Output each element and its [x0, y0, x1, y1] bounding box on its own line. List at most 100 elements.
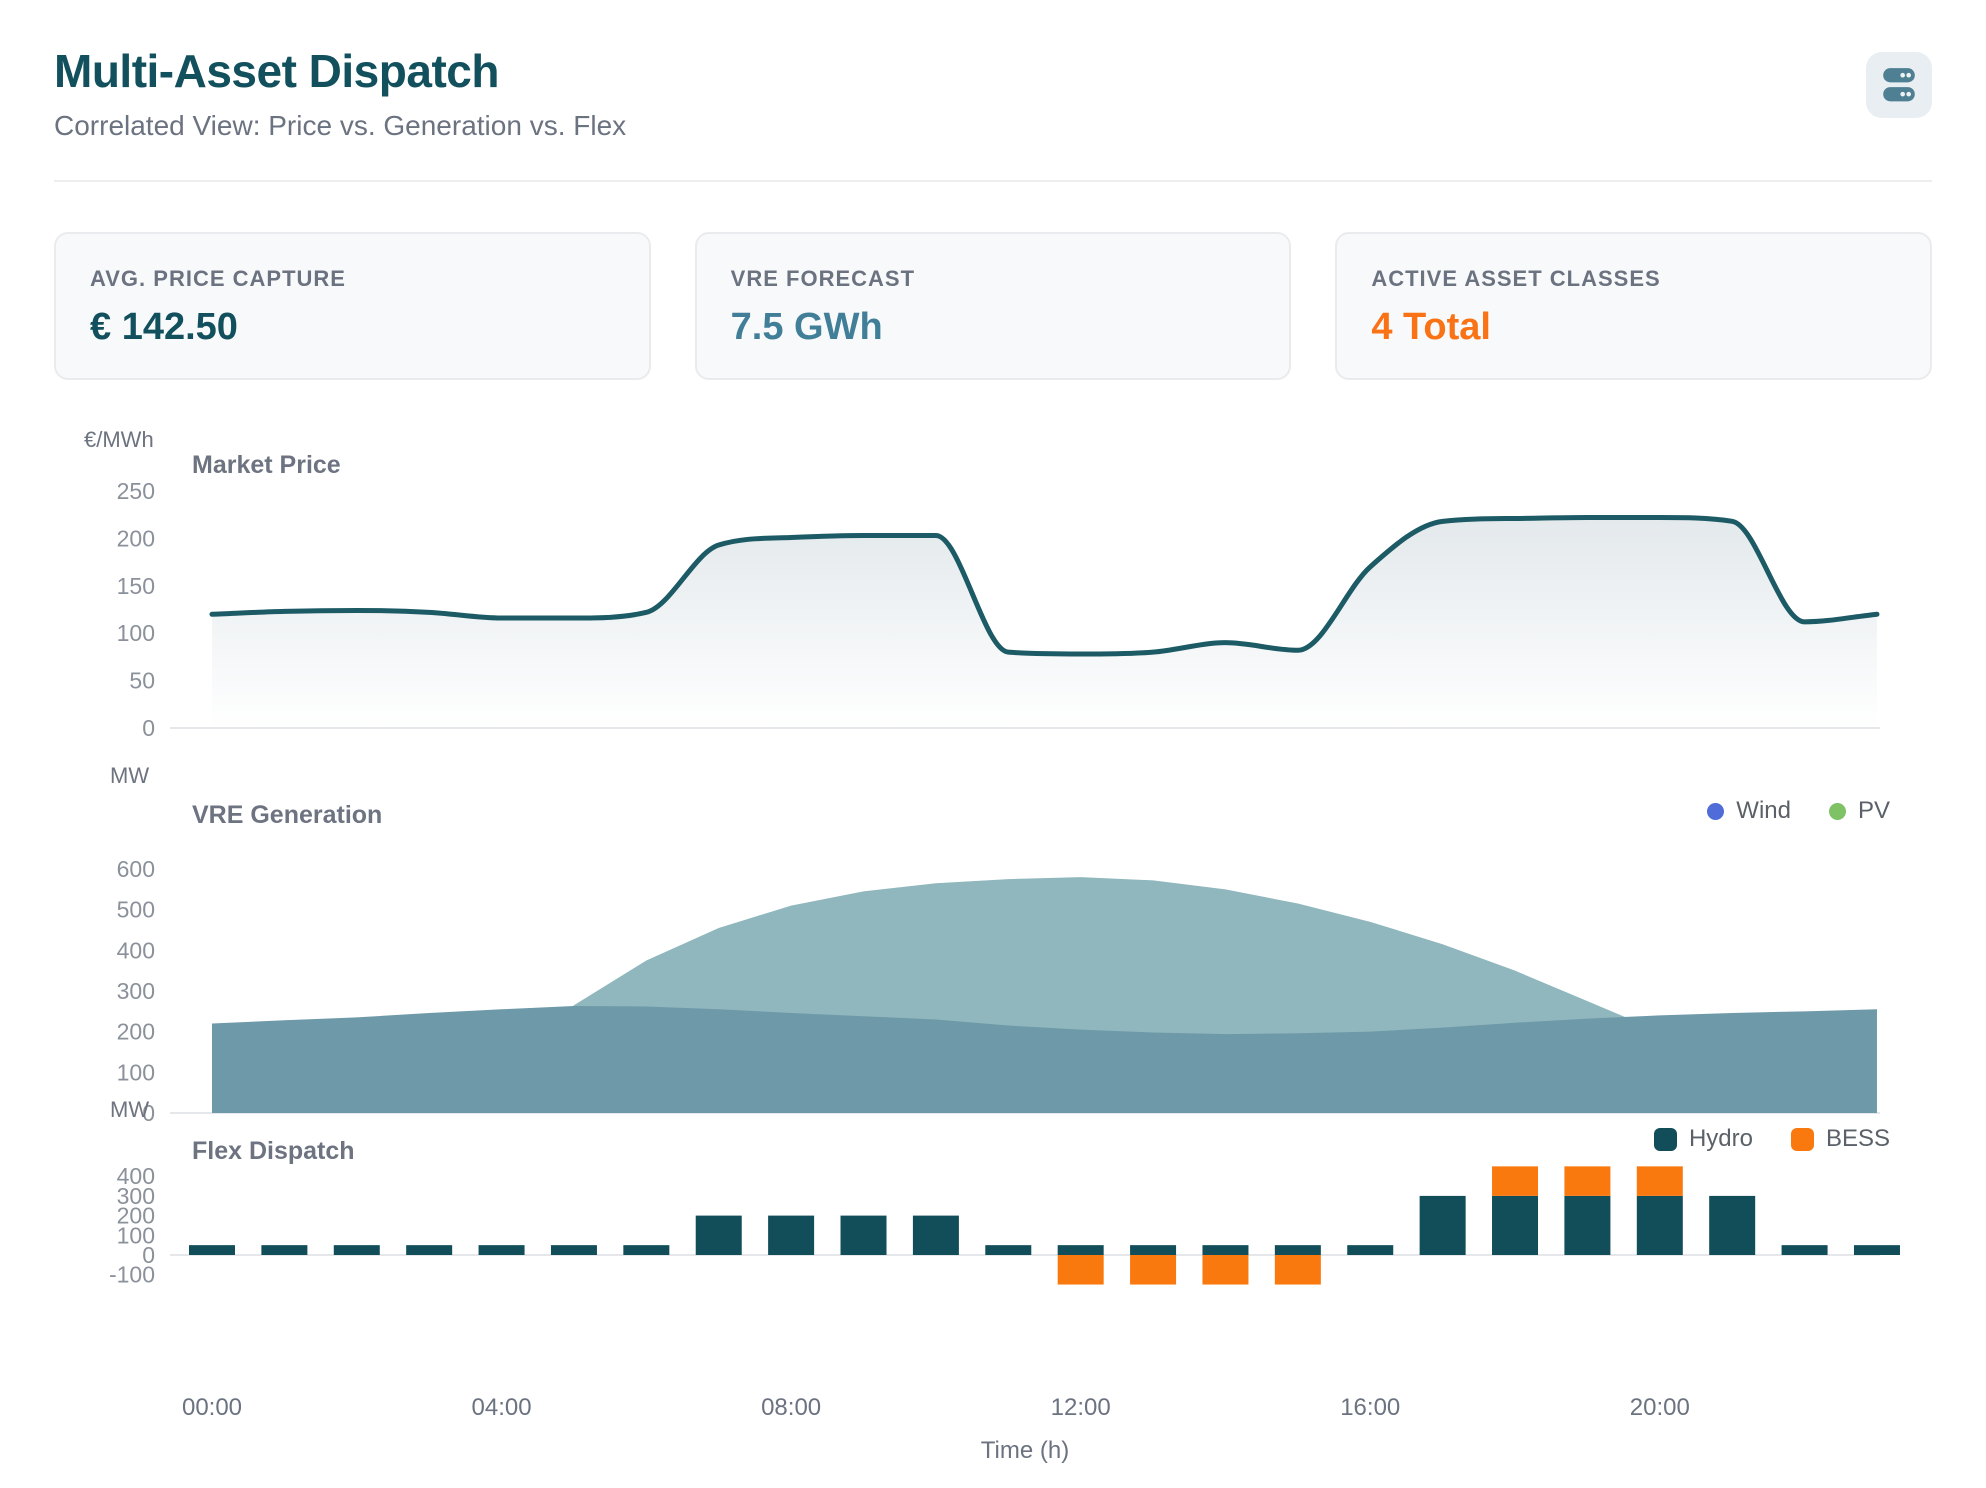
header-text-block: Multi-Asset Dispatch Correlated View: Pr… [54, 44, 626, 142]
page-title: Multi-Asset Dispatch [54, 45, 499, 97]
y-tick-label: 100 [117, 1059, 155, 1085]
hydro-bar [1057, 1245, 1104, 1255]
kpi-label: AVG. PRICE CAPTURE [90, 266, 346, 291]
legend-item-wind: Wind [1707, 797, 1791, 825]
wind-legend-dot [1707, 802, 1725, 820]
x-axis-title: Time (h) [980, 1437, 1070, 1464]
y-tick-label: 200 [117, 1019, 155, 1045]
x-tick-label: 12:00 [1051, 1394, 1111, 1421]
hydro-legend-swatch [1653, 1127, 1677, 1151]
hydro-bar [333, 1245, 380, 1255]
bess-bar [1274, 1255, 1321, 1285]
market-price-chart: 0 50 100 150 200 250 [117, 478, 1880, 741]
kpi-card-avg-price-capture: AVG. PRICE CAPTURE € 142.50 [54, 232, 651, 380]
legend-item-hydro: Hydro [1653, 1125, 1753, 1153]
y-tick-label: 300 [117, 1183, 155, 1209]
legend-item-bess: BESS [1790, 1125, 1890, 1153]
y-tick-label: 600 [117, 856, 155, 882]
hydro-bar [912, 1215, 959, 1255]
hydro-bar [1709, 1195, 1756, 1255]
bess-bar [1564, 1166, 1611, 1196]
hydro-bar [1347, 1245, 1394, 1255]
kpi-card-active-asset-classes: ACTIVE ASSET CLASSES 4 Total [1335, 232, 1933, 380]
y-tick-label: 400 [117, 1163, 155, 1189]
hydro-bar [1781, 1245, 1828, 1255]
y-tick-label: -100 [109, 1262, 155, 1288]
kpi-value: 4 Total [1371, 306, 1491, 348]
y-tick-label: 250 [117, 478, 155, 504]
y-tick-label: 200 [117, 1203, 155, 1229]
page-header: Multi-Asset Dispatch Correlated View: Pr… [54, 0, 1932, 142]
hydro-bar [985, 1245, 1032, 1255]
vre-generation-chart-title: VRE Generation [192, 801, 383, 829]
y-tick-label: 400 [117, 937, 155, 963]
vre-axis-unit: MW [110, 763, 150, 788]
legend-label: Hydro [1688, 1125, 1753, 1152]
y-tick-label: 300 [117, 978, 155, 1004]
header-divider [54, 180, 1932, 182]
hydro-bar [1419, 1195, 1466, 1255]
legend-label: BESS [1825, 1125, 1890, 1152]
server-stack-icon [1883, 68, 1915, 102]
kpi-value: € 142.50 [90, 306, 238, 348]
hydro-bar [1564, 1195, 1611, 1255]
bess-legend-swatch [1790, 1127, 1814, 1151]
x-tick-label: 16:00 [1340, 1394, 1400, 1421]
x-tick-label: 04:00 [472, 1394, 532, 1421]
kpi-label: VRE FORECAST [730, 266, 916, 291]
y-tick-label: 200 [117, 525, 155, 551]
market-price-chart-title: Market Price [192, 451, 341, 479]
flex-legend: Hydro BESS [1653, 1125, 1890, 1153]
hydro-bar [840, 1215, 887, 1255]
hydro-bar [623, 1245, 670, 1255]
y-tick-label: 50 [129, 668, 155, 694]
y-tick-label: 0 [142, 715, 155, 741]
hydro-bar [768, 1215, 815, 1255]
legend-label: PV [1857, 797, 1890, 824]
bess-bar [1492, 1166, 1539, 1196]
hydro-bar [695, 1215, 742, 1255]
legend-label: Wind [1736, 797, 1791, 824]
price-area [212, 517, 1877, 728]
vre-legend: Wind PV [1707, 797, 1890, 825]
x-tick-label: 00:00 [182, 1394, 242, 1421]
hydro-bar [189, 1245, 235, 1255]
kpi-label: ACTIVE ASSET CLASSES [1371, 266, 1661, 291]
hydro-bar [478, 1245, 525, 1255]
bess-bar [1130, 1255, 1177, 1285]
bess-bar [1202, 1255, 1249, 1285]
price-line [209, 515, 1880, 657]
hydro-bar [1853, 1245, 1900, 1255]
hydro-bar [550, 1245, 597, 1255]
flex-axis-unit: MW [110, 1097, 150, 1122]
hydro-bar [261, 1245, 308, 1255]
hydro-bar [1130, 1245, 1177, 1255]
y-tick-label: 500 [117, 897, 155, 923]
y-tick-label: 100 [117, 620, 155, 646]
bess-bar [1636, 1166, 1683, 1196]
charts-panel: €/MWh Market Price 0 50 100 150 200 250 MW VR… [54, 425, 1932, 1465]
hydro-bar [406, 1245, 453, 1255]
hydro-bar [1492, 1195, 1539, 1255]
kpi-value: 7.5 GWh [730, 306, 883, 348]
hydro-bar [1202, 1245, 1249, 1255]
flex-dispatch-chart-title: Flex Dispatch [192, 1137, 355, 1165]
page-subtitle: Correlated View: Price vs. Generation vs… [54, 110, 627, 141]
hydro-bar [1274, 1245, 1321, 1255]
price-axis-unit: €/MWh [84, 427, 154, 452]
y-tick-label: 150 [117, 573, 155, 599]
pv-legend-dot [1828, 802, 1846, 820]
kpi-row: AVG. PRICE CAPTURE € 142.50 VRE FORECAST… [54, 232, 1933, 380]
hydro-bar [1636, 1195, 1683, 1255]
kpi-card-vre-forecast: VRE FORECAST 7.5 GWh [694, 232, 1292, 380]
asset-stack-button[interactable] [1866, 52, 1932, 118]
bess-bar [1057, 1255, 1104, 1285]
x-tick-label: 08:00 [761, 1394, 821, 1421]
y-tick-label: 100 [117, 1222, 155, 1248]
y-tick-label: 0 [142, 1100, 155, 1126]
legend-item-pv: PV [1828, 797, 1890, 825]
x-tick-label: 20:00 [1630, 1394, 1690, 1421]
wind-area [212, 1006, 1877, 1113]
